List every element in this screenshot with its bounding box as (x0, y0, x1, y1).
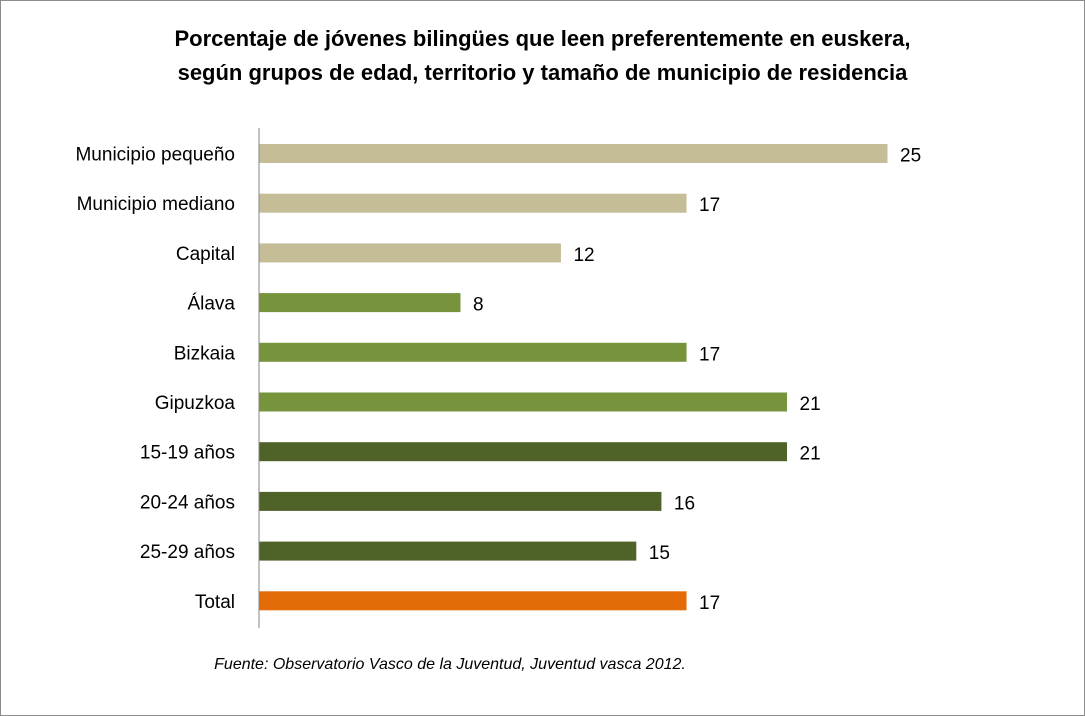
chart-title: Porcentaje de jóvenes bilingües que leen… (0, 22, 1085, 90)
chart-title-line-1: Porcentaje de jóvenes bilingües que leen… (174, 26, 911, 51)
chart-title-line-2: según grupos de edad, territorio y tamañ… (177, 60, 908, 85)
data-label: 16 (674, 493, 695, 514)
category-label: Álava (187, 294, 235, 315)
bar (259, 293, 461, 313)
category-label: Capital (176, 244, 235, 265)
category-label: 20-24 años (140, 492, 235, 513)
category-label: Municipio pequeño (75, 145, 235, 166)
data-label: 12 (573, 245, 594, 266)
bar (259, 193, 687, 213)
bar (259, 144, 888, 163)
bar (259, 392, 788, 412)
data-label: 15 (649, 543, 670, 564)
data-label: 17 (699, 593, 720, 614)
category-label: Bizkaia (174, 343, 236, 364)
bar (259, 442, 788, 462)
category-label: Gipuzkoa (155, 393, 236, 414)
bar (259, 541, 637, 561)
bar (259, 491, 662, 511)
source-note: Fuente: Observatorio Vasco de la Juventu… (214, 656, 686, 673)
data-label: 25 (900, 146, 921, 167)
data-label: 17 (699, 344, 720, 365)
data-label: 8 (473, 295, 484, 316)
data-label: 17 (699, 195, 720, 216)
category-label: Municipio mediano (77, 194, 235, 215)
category-label: 25-29 años (140, 542, 235, 563)
bar (259, 243, 561, 263)
bar (259, 591, 687, 611)
data-label: 21 (800, 394, 821, 415)
category-label: 15-19 años (140, 443, 235, 464)
category-label: Total (195, 592, 235, 613)
data-label: 21 (800, 444, 821, 465)
bar (259, 342, 687, 362)
